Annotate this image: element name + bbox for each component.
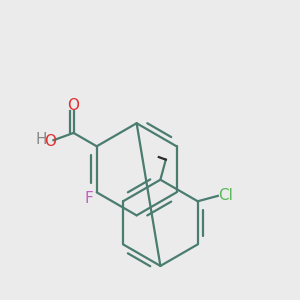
Text: O: O [44,134,56,149]
Text: O: O [68,98,80,113]
Text: H: H [35,132,47,147]
Text: F: F [85,191,94,206]
Text: Cl: Cl [218,188,233,203]
